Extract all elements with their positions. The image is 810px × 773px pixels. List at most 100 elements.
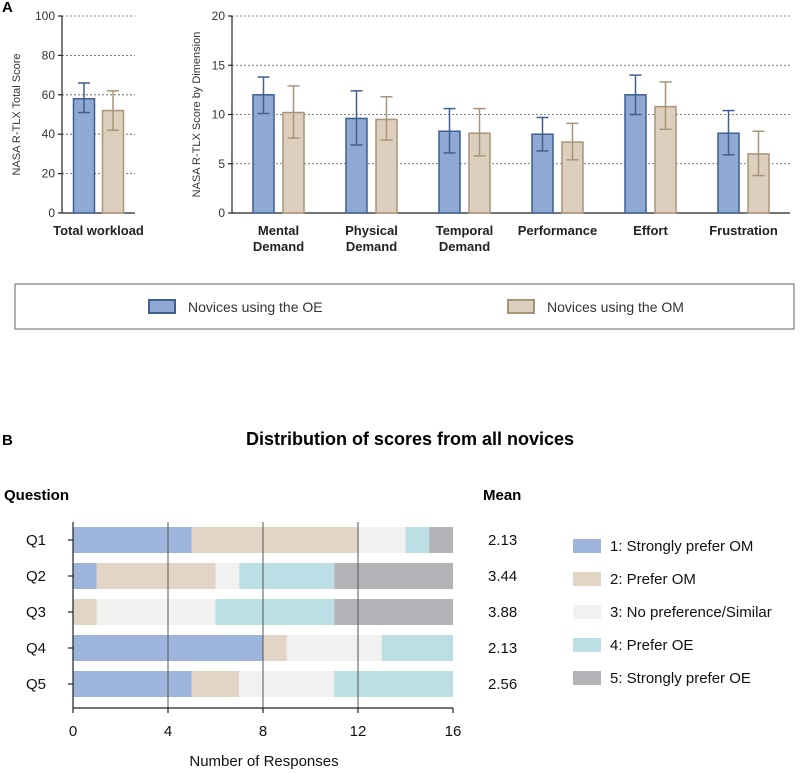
question-label: Q5	[26, 676, 46, 693]
stacked-segment	[215, 563, 240, 589]
stacked-segment	[334, 563, 453, 589]
mean-value: 2.13	[488, 640, 517, 657]
panel-a-label: A	[2, 0, 13, 16]
y-tick-label: 0	[48, 206, 55, 220]
x-tick-label: 8	[259, 723, 267, 740]
y-tick-label: 15	[212, 58, 226, 72]
panel-b-label: B	[2, 432, 13, 449]
error-bar	[722, 109, 735, 156]
error-bar	[78, 82, 90, 114]
mean-value: 2.56	[488, 676, 517, 693]
x-tick-label: 0	[69, 723, 77, 740]
y-tick-label: 60	[42, 88, 56, 102]
error-bar	[380, 96, 393, 141]
legend-b-swatch	[573, 638, 601, 652]
stacked-segment	[286, 635, 382, 661]
category-label: Demand	[346, 239, 397, 254]
stacked-segment	[191, 527, 358, 553]
category-label: Physical	[345, 223, 398, 238]
category-label: Demand	[439, 239, 490, 254]
legend-b: 1: Strongly prefer OM 2: Prefer OM 3: No p…	[573, 538, 772, 687]
y-tick-label: 10	[212, 108, 226, 122]
legend-b-swatch	[573, 572, 601, 586]
y-tick-label: 5	[218, 157, 225, 171]
stacked-segment	[239, 671, 335, 697]
stacked-segment	[405, 527, 430, 553]
stacked-segment	[73, 599, 97, 625]
error-bar	[473, 107, 486, 157]
dimension-chart: 0 5 10 15 20 NASA R-TLX Score by Dimension Men…	[191, 9, 790, 254]
legend-b-label: 1: Strongly prefer OM	[610, 538, 753, 555]
stacked-segment	[96, 599, 216, 625]
x-tick-label: 16	[445, 723, 462, 740]
legend-b-label: 4: Prefer OE	[610, 637, 693, 654]
y-tick-label: 0	[218, 206, 225, 220]
error-bar	[629, 74, 642, 116]
legend-b-label: 5: Strongly prefer OE	[610, 670, 751, 687]
question-label: Q4	[26, 640, 46, 657]
x-tick-label: 12	[350, 723, 367, 740]
total-workload-chart: 0 20 40 60 80 100 NASA R-TLX Total Score Total …	[11, 9, 144, 238]
mean-header: Mean	[483, 487, 521, 504]
error-bar	[566, 122, 579, 161]
category-label: Demand	[253, 239, 304, 254]
y-axis-label: NASA R-TLX Score by Dimension	[191, 32, 203, 198]
stacked-segment	[358, 527, 406, 553]
y-axis-label: NASA R-TLX Total Score	[11, 53, 23, 175]
category-label: Total workload	[53, 223, 144, 238]
stacked-segment	[215, 599, 335, 625]
y-tick-label: 20	[42, 167, 56, 181]
stacked-segment	[263, 635, 287, 661]
category-label: Performance	[518, 223, 597, 238]
question-label: Q2	[26, 568, 46, 585]
error-bar	[257, 76, 270, 115]
error-bar	[659, 81, 672, 131]
y-tick-label: 100	[35, 9, 55, 23]
legend-b-label: 2: Prefer OM	[610, 571, 696, 588]
stacked-segment	[73, 671, 192, 697]
stacked-segment	[73, 527, 192, 553]
legend-om-swatch	[507, 299, 535, 314]
mean-value: 3.88	[488, 604, 517, 621]
legend-b-swatch	[573, 671, 601, 685]
bar	[72, 97, 96, 214]
legend-b-swatch	[573, 605, 601, 619]
mean-value: 3.44	[488, 568, 517, 585]
stacked-segment	[334, 599, 453, 625]
legend-oe-label: Novices using the OE	[188, 299, 323, 315]
category-label: Effort	[633, 223, 668, 238]
error-bar	[443, 107, 456, 154]
legend-a: Novices using the OE Novices using the O…	[14, 283, 795, 330]
category-label: Mental	[258, 223, 299, 238]
y-tick-label: 20	[212, 9, 226, 23]
y-tick-label: 40	[42, 127, 56, 141]
legend-om-label: Novices using the OM	[547, 299, 684, 315]
stacked-segment	[191, 671, 240, 697]
question-header: Question	[4, 487, 69, 504]
preference-chart: Q1 2.13 Q2 3.44 Q3 3.88 Q4 2.13 Q5 2.56 0 4 8 12 16	[26, 522, 517, 740]
stacked-segment	[239, 563, 335, 589]
stacked-segment	[381, 635, 453, 661]
legend-a-box	[14, 283, 795, 330]
x-axis-title: Number of Responses	[189, 753, 338, 770]
error-bar	[107, 90, 119, 132]
stacked-segment	[429, 527, 453, 553]
error-bar	[536, 116, 549, 152]
legend-b-swatch	[573, 539, 601, 553]
mean-value: 2.13	[488, 532, 517, 549]
stacked-segment	[73, 563, 97, 589]
error-bar	[752, 130, 765, 177]
chart-b-title: Distribution of scores from all novices	[246, 429, 574, 449]
category-label: Frustration	[709, 223, 778, 238]
question-label: Q3	[26, 604, 46, 621]
legend-oe-swatch	[148, 299, 176, 314]
category-label: Temporal	[436, 223, 494, 238]
error-bar	[350, 90, 363, 146]
question-label: Q1	[26, 532, 46, 549]
stacked-segment	[96, 563, 216, 589]
x-tick-label: 4	[164, 723, 172, 740]
error-bar	[287, 85, 300, 139]
y-tick-label: 80	[42, 48, 56, 62]
legend-b-label: 3: No preference/Similar	[610, 604, 772, 621]
